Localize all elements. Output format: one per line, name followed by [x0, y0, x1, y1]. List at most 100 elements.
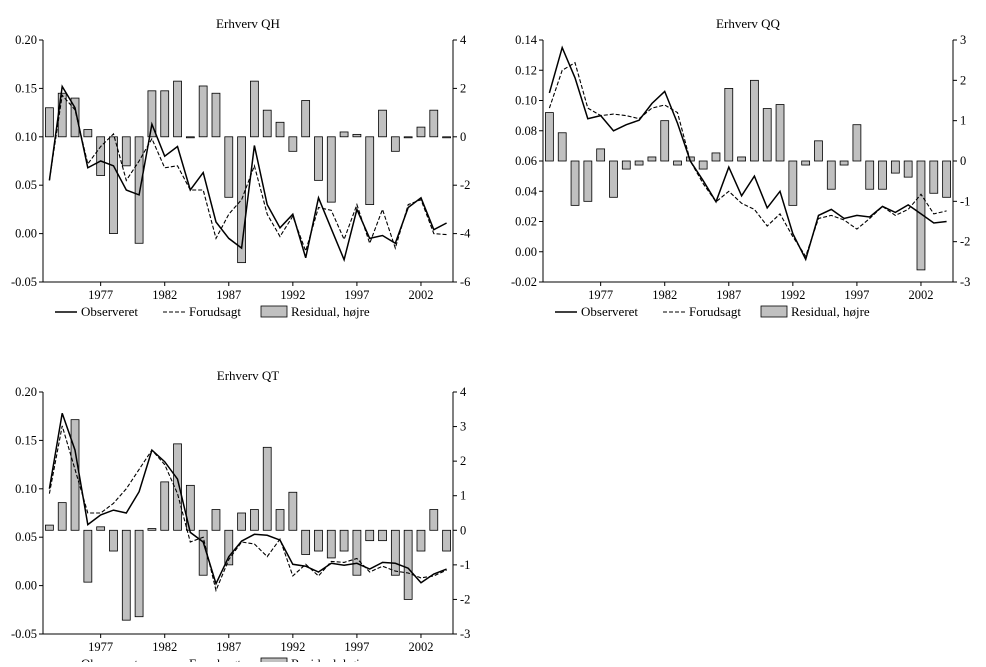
legend-observed-label: Observeret — [581, 304, 638, 319]
residual-bar — [621, 160, 631, 170]
residual-bar — [750, 79, 759, 162]
right-tick-label: 2 — [460, 81, 466, 95]
x-tick-label: 1997 — [844, 288, 869, 302]
left-tick-label: -0.05 — [11, 275, 37, 289]
residual-bar — [45, 107, 54, 138]
right-tick-label: 0 — [460, 130, 466, 144]
left-tick-label: -0.05 — [11, 627, 37, 641]
residual-bar — [942, 160, 951, 198]
residual-bar — [660, 120, 670, 162]
residual-bar — [724, 88, 734, 162]
x-tick-label: 1997 — [344, 288, 369, 302]
residual-bar — [173, 443, 182, 531]
residual-bar — [365, 529, 375, 542]
left-tick-label: 0.12 — [515, 63, 537, 77]
left-tick-label: 0.02 — [515, 215, 537, 229]
left-tick-label: 0.04 — [515, 184, 538, 198]
residual-bar — [237, 512, 246, 531]
legend-forecast-label: Forudsagt — [189, 304, 241, 319]
residual-bar — [147, 528, 157, 531]
residual-bar — [673, 160, 682, 166]
right-tick-label: 0 — [460, 523, 466, 537]
left-tick-label: 0.20 — [15, 33, 37, 47]
residual-bar — [711, 152, 721, 162]
x-tick-label: 1987 — [216, 288, 241, 302]
legend-residual-swatch — [260, 305, 288, 318]
residual-bar — [96, 136, 106, 176]
residual-bar — [83, 529, 93, 583]
residual-bar — [775, 104, 785, 162]
chart-title: Erhverv QH — [216, 16, 280, 31]
right-tick-label: 1 — [960, 114, 966, 128]
residual-bar — [826, 160, 836, 190]
residual-bar — [698, 160, 708, 170]
observed-line — [48, 84, 447, 263]
residual-bar — [634, 160, 644, 166]
chart-qh: Erhverv QH 0.20 0.15 0.10 0.05 0.00 -0.05 4 2 0 -2… — [11, 16, 471, 319]
right-tick-label: 3 — [960, 33, 966, 47]
x-tick-label: 1982 — [652, 288, 677, 302]
residual-bar — [365, 136, 375, 205]
residual-bar — [403, 136, 413, 139]
residual-bar — [134, 136, 144, 244]
residual-bar — [326, 136, 336, 203]
right-tick-label: 0 — [960, 154, 966, 168]
residual-bar — [839, 160, 849, 166]
residual-bar — [339, 529, 349, 552]
residual-bar — [865, 160, 875, 190]
left-tick-label: 0.08 — [515, 124, 537, 138]
x-tick-label: 1982 — [152, 640, 177, 654]
x-tick-label: 1977 — [88, 640, 113, 654]
residual-bar — [916, 160, 926, 271]
observed-line — [548, 45, 947, 262]
residual-bar — [378, 109, 387, 138]
x-tick-label: 1987 — [716, 288, 741, 302]
legend-residual-label: Residual, højre — [291, 304, 370, 319]
residual-bar — [596, 148, 606, 162]
observed-line — [48, 413, 447, 586]
right-tick-label: -4 — [460, 227, 471, 241]
right-tick-label: 4 — [460, 33, 467, 47]
right-tick-label: 2 — [960, 73, 966, 87]
residual-bar — [185, 136, 195, 139]
residual-bar — [609, 160, 618, 198]
x-tick-label: 2002 — [408, 288, 433, 302]
residual-bar — [160, 90, 170, 138]
residual-bar — [250, 509, 259, 531]
left-tick-label: 0.00 — [15, 227, 37, 241]
x-tick-label: 1992 — [280, 640, 305, 654]
legend-forecast-label: Forudsagt — [189, 656, 241, 662]
left-tick-label: 0.05 — [15, 530, 37, 544]
residual-bar — [801, 160, 811, 166]
residual-bar — [96, 526, 106, 531]
chart-panel-qh: Erhverv QH 0.20 0.15 0.10 0.05 0.00 -0.05 4 2 0 -2… — [0, 10, 490, 335]
residual-bar — [403, 529, 413, 600]
chart-qt: Erhverv QT 0.20 0.15 0.10 0.05 0.00 -0.05 4 3 2 1 0… — [11, 368, 470, 667]
chart-title: Erhverv QQ — [716, 16, 781, 31]
left-tick-label: 0.14 — [515, 33, 538, 47]
residual-bar — [352, 133, 362, 138]
legend-forecast-label: Forudsagt — [689, 304, 741, 319]
left-tick-label: 0.10 — [15, 130, 37, 144]
legend-residual-label: Residual, højre — [291, 656, 370, 662]
chart-panel-qt: Erhverv QT 0.20 0.15 0.10 0.05 0.00 -0.05 4 3 2 1 0… — [0, 362, 490, 667]
chart-qq: Erhverv QQ 0.14 0.12 0.10 0.08 0.06 0.04 0.02 0.… — [511, 16, 970, 319]
residual-bar — [262, 446, 272, 531]
residual-bar — [275, 509, 285, 531]
residual-bar — [390, 136, 400, 152]
left-tick-label: 0.10 — [515, 94, 537, 108]
right-tick-label: -2 — [460, 592, 470, 606]
residual-bar — [429, 109, 439, 138]
residual-bar — [557, 132, 567, 162]
x-tick-label: 2002 — [408, 640, 433, 654]
right-tick-label: -2 — [460, 178, 470, 192]
left-tick-label: 0.15 — [15, 81, 37, 95]
legend-residual-swatch — [260, 657, 288, 667]
residual-bar — [378, 529, 387, 542]
residual-bar — [314, 529, 323, 552]
residual-bar — [147, 90, 157, 138]
residual-bar — [737, 156, 746, 162]
residual-bar — [903, 160, 913, 178]
forecast-line — [48, 93, 447, 253]
x-tick-label: 1992 — [780, 288, 805, 302]
